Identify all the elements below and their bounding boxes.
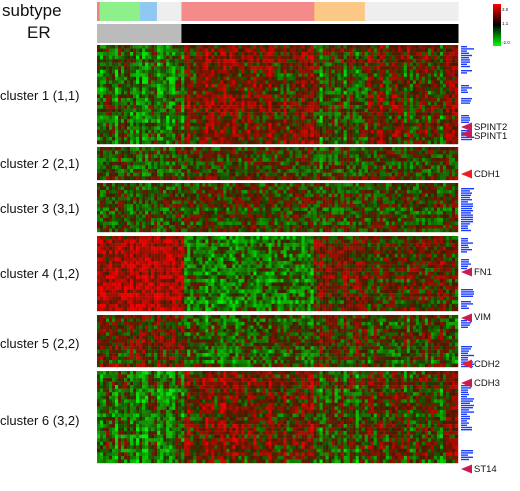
track-0-segment-3 (156, 2, 182, 21)
marker-run-9 (461, 289, 474, 297)
gene-label-fn1: FN1 (474, 267, 492, 278)
marker-run-14 (461, 450, 473, 461)
marker-run-11 (461, 320, 471, 328)
gene-label-cdh2: CDH2 (474, 359, 500, 370)
track-1-segment-1 (181, 24, 459, 43)
track-0-segment-6 (364, 2, 459, 21)
gene-arrow-spint1 (461, 129, 472, 139)
track-0-segment-2 (139, 2, 158, 21)
cluster-label-6: cluster 6 (3,2) (0, 413, 80, 428)
gene-label-vim: VIM (474, 312, 491, 323)
cluster-band-5 (97, 315, 459, 368)
cluster-label-3: cluster 3 (3,1) (0, 201, 80, 216)
marker-run-0 (461, 46, 474, 68)
cluster-band-6 (97, 371, 459, 464)
track-label-subtype: subtype (2, 1, 62, 20)
cluster-band-4 (97, 236, 459, 312)
gene-arrow-fn1 (461, 267, 472, 277)
annotation-tracks (97, 2, 459, 43)
marker-run-6 (461, 188, 474, 232)
marker-run-1 (461, 70, 472, 74)
track-1-segment-0 (97, 24, 182, 43)
heatmap-body (97, 45, 459, 464)
gene-label-spint2: SPINT2 (474, 122, 508, 133)
gene-arrow-cdh2 (461, 359, 472, 369)
marker-run-10 (461, 301, 473, 309)
gene-label-cdh1: CDH1 (474, 169, 500, 180)
gene-arrow-cdh1 (461, 169, 472, 179)
marker-run-2 (461, 85, 472, 93)
track-label-er: ER (27, 23, 51, 42)
colorbar-min-label: -2.0 (502, 40, 510, 45)
gene-label-cdh3: CDH3 (474, 378, 500, 389)
cluster-label-4: cluster 4 (1,2) (0, 266, 80, 281)
gene-arrow-st14 (461, 464, 472, 474)
gene-arrow-cdh3 (461, 378, 472, 388)
gene-label-st14: ST14 (474, 464, 497, 475)
cluster-band-2 (97, 147, 459, 181)
colorbar-max-label: 2.0 (502, 7, 509, 12)
marker-run-3 (461, 98, 472, 104)
cluster-label-5: cluster 5 (2,2) (0, 336, 80, 351)
marker-run-13 (461, 385, 474, 431)
cluster-label-1: cluster 1 (1,1) (0, 88, 80, 103)
track-0-segment-5 (314, 2, 366, 21)
gene-label-spint1: SPINT1 (474, 131, 508, 142)
colorbar (493, 4, 501, 46)
cluster-band-1 (97, 45, 459, 145)
gene-arrow-vim (461, 313, 472, 323)
marker-run-7 (461, 238, 473, 253)
gene-arrow-spint2 (461, 122, 472, 132)
marker-run-8 (461, 259, 471, 270)
cluster-label-2: cluster 2 (2,1) (0, 156, 80, 171)
track-0-segment-0 (97, 2, 101, 21)
cluster-band-3 (97, 183, 459, 233)
colorbar-mid-label: 1.1 (502, 21, 509, 26)
gene-markers (461, 46, 474, 474)
track-0-segment-4 (181, 2, 315, 21)
track-0-segment-1 (99, 2, 141, 21)
marker-run-4 (461, 115, 470, 123)
colorbar-gradient (493, 4, 501, 46)
